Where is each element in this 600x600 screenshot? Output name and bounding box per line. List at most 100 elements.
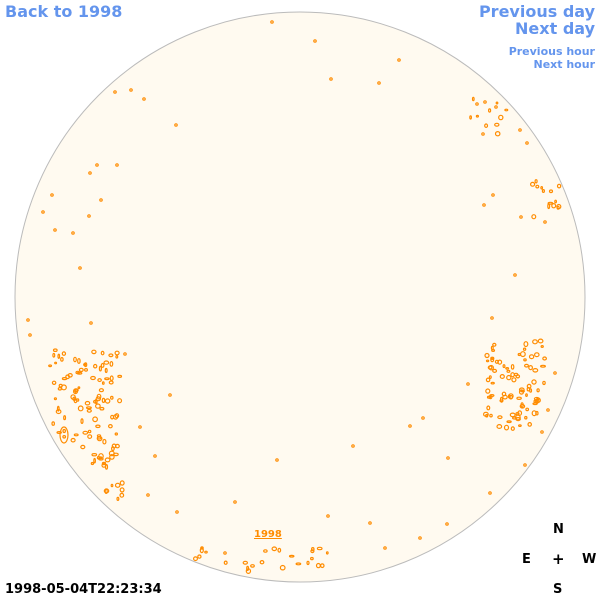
contour-mark [532,367,539,373]
contour-mark [77,386,81,390]
contour-mark [142,97,146,101]
contour-mark [223,560,228,565]
next-hour-link[interactable]: Next hour [533,58,596,71]
contour-mark [490,381,495,385]
contour-mark [270,20,274,24]
contour-mark [539,364,546,368]
contour-mark [52,352,56,358]
contour-mark [271,546,278,552]
contour-mark [56,405,60,412]
contour-mark [548,189,554,194]
contour-mark [52,348,58,353]
contour-mark [531,214,537,220]
contour-mark [494,130,501,137]
contour-mark [310,547,315,552]
contour-mark [326,514,330,518]
contour-mark [531,379,537,385]
contour-mark [92,363,98,369]
contour-mark [104,398,111,404]
contour-mark [204,550,208,554]
previous-hour-link[interactable]: Previous hour [508,45,595,58]
contour-mark [483,411,489,417]
contour-mark [445,522,449,526]
contour-mark [48,364,53,368]
contour-mark [233,500,237,504]
contour-mark [113,90,117,94]
contour-mark [525,141,529,145]
contour-mark [83,363,87,367]
contour-mark [109,454,115,460]
contour-mark [242,560,248,565]
contour-mark [510,426,515,431]
contour-mark [96,436,102,440]
contour-mark [540,345,544,349]
contour-mark [110,395,114,400]
contour-mark [487,365,493,370]
solar-disk [14,11,586,583]
contour-mark [108,353,114,358]
contour-mark [491,349,496,353]
contour-mark [100,362,105,368]
contour-mark [109,361,114,367]
contour-mark [525,393,528,398]
contour-mark [485,377,491,383]
contour-mark [104,367,108,374]
contour-mark [377,81,381,85]
contour-mark [101,463,107,468]
contour-mark [546,408,550,412]
compass-north: N [553,522,564,537]
contour-mark [193,556,199,562]
contour-mark [495,101,499,105]
contour-mark [53,397,58,401]
contour-mark [503,424,510,431]
contour-mark [535,410,539,416]
back-to-year-link[interactable]: Back to 1998 [5,2,123,21]
contour-mark [87,214,91,218]
contour-mark [351,444,355,448]
contour-mark [263,549,268,553]
contour-mark [533,352,540,358]
contour-mark [489,394,495,398]
contour-mark [551,202,557,209]
contour-mark [288,554,295,558]
contour-mark [520,402,524,408]
contour-mark [556,203,562,210]
next-day-link[interactable]: Next day [515,19,595,38]
contour-mark [114,413,120,419]
contour-mark [490,357,495,363]
contour-mark [73,389,77,394]
contour-mark [498,114,504,121]
contour-mark [62,434,67,439]
contour-mark [168,393,172,397]
contour-mark [277,547,282,553]
contour-mark [488,108,492,113]
contour-mark [506,420,512,424]
contour-mark [77,405,84,412]
contour-mark [62,428,66,434]
contour-mark [197,554,202,559]
contour-mark [97,378,102,383]
contour-mark [502,364,506,369]
contour-mark [519,403,526,409]
previous-day-link[interactable]: Previous day [478,2,595,21]
contour-mark [523,363,529,368]
contour-mark [492,342,497,347]
contour-mark [116,496,120,501]
year-link[interactable]: 1998 [254,529,282,540]
contour-mark [310,556,314,561]
contour-mark [397,58,401,62]
contour-mark [53,228,57,232]
contour-mark [494,105,498,109]
contour-mark [537,338,544,344]
contour-mark [488,364,495,371]
contour-mark [469,115,473,120]
contour-mark [408,424,412,428]
contour-mark [175,510,179,514]
contour-mark [316,546,323,551]
contour-mark [51,380,57,385]
contour-mark [482,203,486,207]
contour-mark [101,381,105,385]
contour-mark [115,354,119,359]
contour-mark [80,444,86,450]
contour-mark [488,491,492,495]
